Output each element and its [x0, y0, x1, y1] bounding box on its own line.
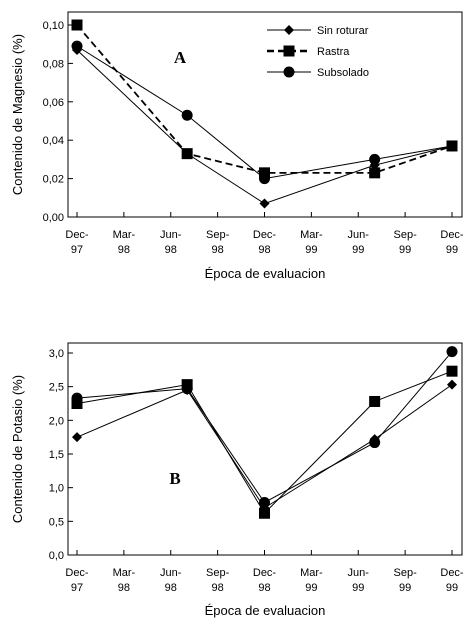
- legend-label: Rastra: [317, 46, 350, 58]
- x-tick-label: Mar-98: [113, 567, 136, 594]
- y-tick-label: 3,0: [49, 348, 64, 360]
- x-tick-label: Mar-98: [113, 229, 136, 256]
- x-tick-label: Mar-99: [300, 567, 323, 594]
- marker: [369, 153, 381, 165]
- x-tick-label: Jun-98: [160, 229, 182, 256]
- annotation: A: [174, 48, 187, 67]
- series-line: [76, 370, 453, 515]
- y-tick-label: 2,5: [49, 382, 64, 394]
- plot-frame: [67, 342, 463, 556]
- x-tick-label: Jun-99: [348, 567, 370, 594]
- x-tick-label: Dec-97: [65, 229, 89, 256]
- marker: [369, 167, 381, 179]
- y-tick-label: 0,00: [43, 212, 64, 224]
- x-tick-label: Sep-98: [206, 229, 230, 256]
- marker: [259, 167, 270, 179]
- x-tick-label: Dec-98: [253, 567, 277, 594]
- y-tick-label: 0,5: [49, 516, 64, 528]
- x-tick-label: Dec-98: [253, 229, 277, 256]
- plot-frame: [67, 11, 463, 218]
- marker: [181, 109, 193, 121]
- marker: [369, 395, 381, 407]
- series-line: [76, 384, 453, 509]
- marker: [369, 437, 381, 449]
- x-tick-label: Dec-99: [440, 229, 464, 256]
- legend-marker: [283, 45, 295, 57]
- x-axis-title: Época de evaluacion: [205, 266, 326, 281]
- y-tick-label: 0,08: [43, 58, 64, 70]
- y-tick-label: 1,0: [49, 483, 64, 495]
- annotation: B: [169, 469, 180, 488]
- legend-marker: [283, 66, 295, 78]
- y-tick-label: 0,10: [43, 20, 64, 32]
- series-line: [76, 351, 453, 504]
- legend-label: Sin roturar: [317, 25, 369, 37]
- legend-label: Subsolado: [317, 67, 369, 79]
- y-tick-label: 0,06: [43, 97, 64, 109]
- series-line: [76, 45, 453, 180]
- marker: [259, 173, 270, 185]
- marker: [446, 365, 458, 377]
- marker: [259, 496, 270, 508]
- marker: [181, 383, 193, 395]
- x-tick-label: Jun-98: [160, 567, 182, 594]
- x-tick-label: Sep-98: [206, 567, 230, 594]
- x-tick-label: Sep-99: [394, 567, 418, 594]
- marker: [181, 148, 193, 160]
- y-tick-label: 2,0: [49, 415, 64, 427]
- marker: [71, 40, 83, 52]
- marker: [446, 140, 458, 152]
- y-tick-label: 1,5: [49, 449, 64, 461]
- x-tick-label: Jun-99: [348, 229, 370, 256]
- marker: [446, 346, 458, 358]
- x-tick-label: Sep-99: [394, 229, 418, 256]
- x-axis-title: Época de evaluacion: [205, 603, 326, 618]
- y-tick-label: 0,0: [49, 550, 64, 562]
- x-tick-label: Mar-99: [300, 229, 323, 256]
- y-axis-title: Contenido de Magnesio (%): [10, 34, 25, 195]
- x-tick-label: Dec-97: [65, 567, 89, 594]
- y-axis-title: Contenido de Potasio (%): [10, 375, 25, 523]
- series-line: [76, 24, 453, 174]
- marker: [71, 19, 83, 31]
- y-tick-label: 0,02: [43, 174, 64, 186]
- y-tick-label: 0,04: [43, 135, 64, 147]
- marker: [71, 392, 83, 404]
- x-tick-label: Dec-99: [440, 567, 464, 594]
- marker: [259, 507, 270, 519]
- marker: [447, 379, 457, 390]
- legend-marker: [284, 25, 294, 35]
- marker: [72, 432, 82, 443]
- marker: [259, 198, 270, 209]
